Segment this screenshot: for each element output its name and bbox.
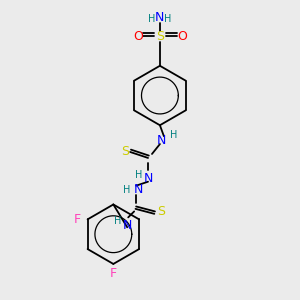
Text: H: H (122, 184, 130, 195)
Text: H: H (164, 14, 172, 24)
Text: S: S (157, 205, 165, 218)
Text: N: N (155, 11, 165, 24)
Text: H: H (114, 216, 121, 226)
Text: O: O (133, 30, 143, 43)
Text: N: N (157, 134, 167, 147)
Text: H: H (135, 170, 143, 180)
Text: S: S (121, 146, 129, 158)
Text: S: S (156, 30, 164, 43)
Text: O: O (177, 30, 187, 43)
Text: N: N (122, 219, 132, 232)
Text: H: H (148, 14, 156, 24)
Text: H: H (170, 130, 178, 140)
Text: N: N (134, 183, 143, 196)
Text: F: F (110, 267, 117, 280)
Text: N: N (143, 172, 153, 185)
Text: F: F (74, 213, 81, 226)
